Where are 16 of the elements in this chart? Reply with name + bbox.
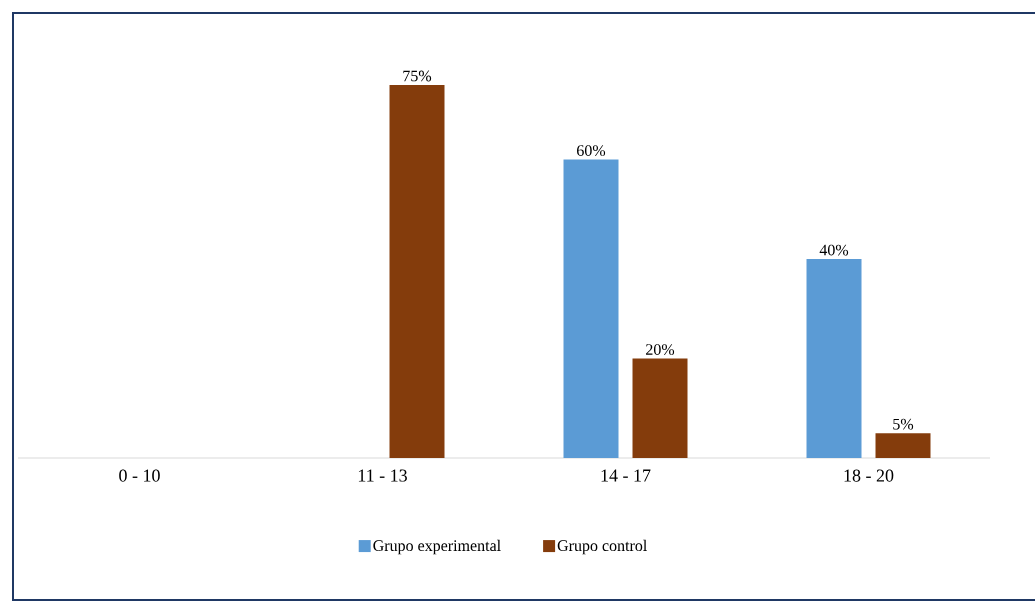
bar bbox=[563, 159, 619, 458]
data-label: 60% bbox=[577, 145, 606, 157]
data-label: 75% bbox=[403, 70, 432, 82]
data-label: 40% bbox=[819, 244, 849, 256]
x-tick-label: 0 - 10 bbox=[119, 469, 160, 482]
data-label: 20% bbox=[646, 344, 675, 355]
legend-label: Grupo experimental bbox=[373, 539, 501, 555]
x-tick-label: 14 - 17 bbox=[601, 469, 651, 482]
data-label: 5% bbox=[893, 418, 914, 430]
bar bbox=[875, 433, 931, 458]
bar bbox=[632, 358, 688, 458]
bar bbox=[806, 259, 862, 458]
x-tick-label: 18 - 20 bbox=[844, 469, 894, 482]
legend-label: Grupo control bbox=[557, 539, 647, 555]
bar bbox=[389, 84, 445, 458]
x-tick-label: 11 - 13 bbox=[358, 469, 407, 482]
